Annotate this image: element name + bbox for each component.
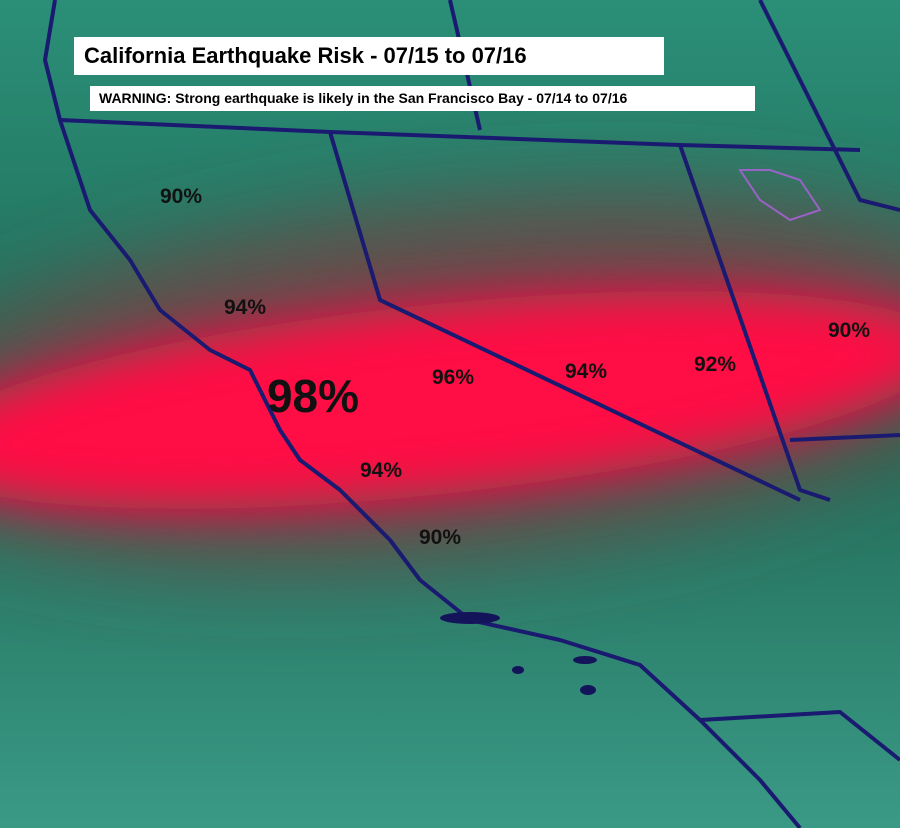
risk-label: 94% [359,459,403,482]
warning-banner: WARNING: Strong earthquake is likely in … [90,86,755,111]
risk-label: 90% [159,185,203,208]
risk-label: 94% [564,360,608,383]
risk-label: 90% [827,319,871,342]
risk-label: 92% [693,353,737,376]
risk-label: 96% [431,366,475,389]
map-title: California Earthquake Risk - 07/15 to 07… [74,37,664,75]
risk-label: 94% [223,296,267,319]
risk-label: 90% [418,526,462,549]
risk-label: 98% [266,370,360,422]
